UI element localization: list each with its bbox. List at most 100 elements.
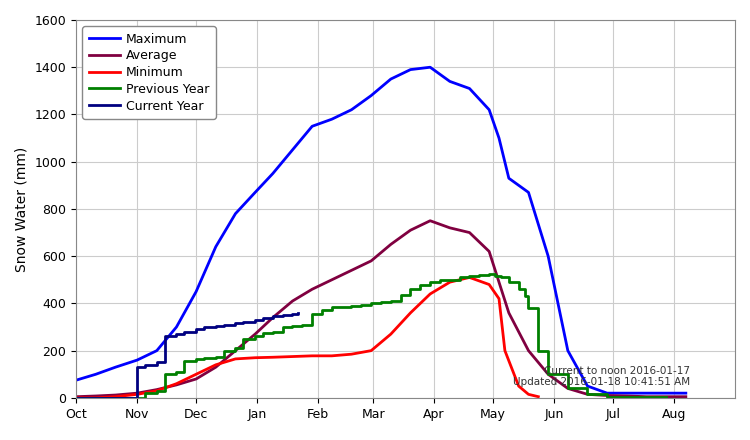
Minimum <box>308 353 316 359</box>
Minimum <box>465 275 474 280</box>
Average <box>268 315 278 320</box>
Current Year <box>288 312 297 317</box>
Previous Year <box>406 286 415 292</box>
Maximum <box>327 117 336 122</box>
Line: Previous Year: Previous Year <box>76 274 666 398</box>
Current Year <box>191 327 200 332</box>
Average <box>251 331 260 337</box>
Average <box>544 372 553 377</box>
Minimum <box>211 362 220 367</box>
Current Year <box>231 321 240 326</box>
Average <box>172 382 181 388</box>
Maximum <box>367 93 376 98</box>
Average <box>603 393 612 398</box>
Maximum <box>347 107 356 112</box>
Current Year <box>268 314 278 319</box>
Current Year <box>111 395 120 400</box>
Current Year <box>72 395 81 400</box>
Average <box>288 298 297 304</box>
Maximum <box>524 190 533 195</box>
Legend: Maximum, Average, Minimum, Previous Year, Current Year: Maximum, Average, Minimum, Previous Year… <box>82 26 216 119</box>
Maximum <box>446 79 454 84</box>
Minimum <box>72 395 81 400</box>
Minimum <box>367 348 376 353</box>
Average <box>72 394 81 400</box>
Line: Current Year: Current Year <box>76 313 298 398</box>
Maximum <box>484 107 494 112</box>
Average <box>622 393 632 399</box>
Average <box>367 258 376 264</box>
Maximum <box>386 77 395 82</box>
Current Year <box>278 312 287 318</box>
Maximum <box>494 136 503 141</box>
Maximum <box>133 357 142 363</box>
Maximum <box>231 211 240 216</box>
Average <box>191 376 200 381</box>
Current Year <box>219 322 228 327</box>
Maximum <box>172 324 181 330</box>
Maximum <box>426 65 435 70</box>
Average <box>524 348 533 353</box>
Previous Year <box>72 395 81 400</box>
Average <box>583 392 592 397</box>
Average <box>681 394 690 400</box>
Maximum <box>465 86 474 91</box>
Maximum <box>92 372 100 377</box>
Minimum <box>172 381 181 386</box>
Minimum <box>494 296 503 301</box>
Minimum <box>191 372 200 377</box>
Average <box>386 242 395 247</box>
Current Year <box>92 395 100 400</box>
Average <box>494 279 503 285</box>
Previous Year <box>298 322 307 327</box>
Average <box>211 364 220 370</box>
Current Year <box>238 320 248 325</box>
Average <box>327 277 336 282</box>
Maximum <box>111 364 120 370</box>
Minimum <box>534 394 543 400</box>
Previous Year <box>191 356 200 362</box>
Minimum <box>133 392 142 397</box>
Previous Year <box>484 271 494 276</box>
Line: Minimum: Minimum <box>76 278 538 398</box>
Average <box>231 348 240 353</box>
Average <box>446 225 454 231</box>
Current Year <box>251 317 260 323</box>
Average <box>111 392 120 398</box>
Current Year <box>211 323 220 329</box>
Minimum <box>386 331 395 337</box>
Y-axis label: Snow Water (mm): Snow Water (mm) <box>15 147 29 271</box>
Maximum <box>642 391 651 396</box>
Average <box>152 387 161 392</box>
Maximum <box>152 348 161 353</box>
Minimum <box>347 352 356 357</box>
Average <box>308 286 316 292</box>
Minimum <box>251 355 260 360</box>
Minimum <box>92 395 100 400</box>
Current Year <box>140 362 149 367</box>
Average <box>426 218 435 224</box>
Average <box>347 268 356 273</box>
Maximum <box>583 383 592 389</box>
Maximum <box>251 190 260 195</box>
Current Year <box>172 331 181 337</box>
Minimum <box>426 291 435 297</box>
Current Year <box>180 329 189 334</box>
Minimum <box>484 282 494 287</box>
Average <box>406 227 415 233</box>
Maximum <box>268 171 278 176</box>
Average <box>465 230 474 235</box>
Maximum <box>603 391 612 396</box>
Minimum <box>514 383 523 389</box>
Line: Maximum: Maximum <box>76 67 686 393</box>
Average <box>484 249 494 254</box>
Minimum <box>500 348 509 353</box>
Minimum <box>111 394 120 400</box>
Minimum <box>268 355 278 360</box>
Previous Year <box>386 298 395 304</box>
Maximum <box>72 378 81 383</box>
Average <box>662 394 670 400</box>
Previous Year <box>455 275 464 280</box>
Previous Year <box>662 394 670 400</box>
Text: Current to noon 2016-01-17
Updated 2016-01-18 10:41:51 AM: Current to noon 2016-01-17 Updated 2016-… <box>513 366 690 387</box>
